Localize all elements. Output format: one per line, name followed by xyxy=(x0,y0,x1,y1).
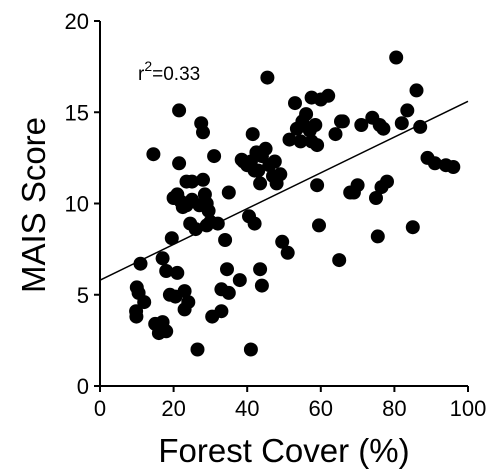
y-tick-label: 20 xyxy=(65,9,89,34)
data-point xyxy=(185,174,199,189)
data-point xyxy=(260,70,275,85)
data-point xyxy=(207,149,222,164)
data-point xyxy=(172,103,187,118)
data-points xyxy=(129,50,461,357)
data-point xyxy=(155,251,170,266)
data-point xyxy=(405,220,420,235)
data-point xyxy=(159,324,174,339)
x-tick-label: 20 xyxy=(161,396,185,421)
data-point xyxy=(247,216,262,231)
data-point xyxy=(282,132,297,147)
data-point xyxy=(427,156,442,171)
data-point xyxy=(258,141,273,156)
data-point xyxy=(254,278,269,293)
r-squared-value: =0.33 xyxy=(152,64,200,85)
data-point xyxy=(177,284,192,299)
x-tick-label: 100 xyxy=(450,396,487,421)
data-point xyxy=(312,218,326,233)
data-point xyxy=(253,262,268,277)
y-axis-title: MAIS Score xyxy=(15,117,52,293)
data-point xyxy=(308,118,323,132)
data-point xyxy=(243,342,258,357)
y-tick-label: 0 xyxy=(77,374,89,399)
data-point xyxy=(220,262,234,277)
data-point xyxy=(129,309,144,324)
data-point xyxy=(335,114,350,129)
trendline xyxy=(99,100,469,281)
r-squared-exponent: 2 xyxy=(144,58,152,74)
data-point xyxy=(409,83,424,98)
data-point xyxy=(273,167,288,182)
data-point xyxy=(133,256,148,271)
data-point xyxy=(218,233,233,247)
x-tick-label: 40 xyxy=(235,396,259,421)
data-point xyxy=(328,127,343,142)
x-tick-label: 0 xyxy=(94,396,106,421)
data-point xyxy=(159,264,174,278)
y-tick-label: 10 xyxy=(65,192,89,217)
data-point xyxy=(280,245,295,260)
data-point xyxy=(310,178,325,193)
data-point xyxy=(350,178,365,193)
data-point xyxy=(251,163,266,178)
data-point xyxy=(321,88,336,103)
data-point xyxy=(332,253,347,268)
data-point xyxy=(400,103,415,118)
data-point xyxy=(232,273,247,288)
data-point xyxy=(181,295,196,310)
r-squared-annotation: r2=0.33 xyxy=(138,58,200,85)
data-point xyxy=(369,191,383,205)
x-ticks: 0 20 40 60 80 100 xyxy=(94,386,486,421)
data-point xyxy=(310,138,325,153)
data-point xyxy=(221,285,236,300)
data-point xyxy=(137,295,152,310)
data-point xyxy=(170,265,185,280)
data-point xyxy=(196,125,210,140)
data-point xyxy=(394,116,409,131)
data-point xyxy=(293,134,308,149)
plot-area: 0 5 10 15 20 0 20 40 60 80 100 xyxy=(65,9,487,421)
data-point xyxy=(446,160,461,174)
data-point xyxy=(245,127,260,142)
data-point xyxy=(146,147,161,162)
data-point xyxy=(190,342,205,357)
x-tick-label: 60 xyxy=(309,396,333,421)
data-point xyxy=(354,118,369,132)
data-point xyxy=(275,234,290,249)
data-point xyxy=(214,304,229,319)
x-axis-title: Forest Cover (%) xyxy=(158,432,409,469)
x-tick-label: 80 xyxy=(382,396,406,421)
y-tick-label: 5 xyxy=(77,283,89,308)
data-point xyxy=(267,154,282,169)
data-point xyxy=(172,156,187,171)
data-point xyxy=(370,229,385,244)
data-point xyxy=(389,50,404,65)
data-point xyxy=(299,107,314,122)
data-point xyxy=(201,203,216,218)
data-point xyxy=(196,172,210,187)
data-point xyxy=(380,174,394,189)
data-point xyxy=(221,185,236,200)
data-point xyxy=(164,231,179,246)
data-point xyxy=(288,96,302,111)
data-point xyxy=(253,176,268,191)
data-point xyxy=(376,121,391,136)
r-squared-base: r xyxy=(138,64,145,85)
y-tick-label: 15 xyxy=(65,100,89,125)
y-ticks: 0 5 10 15 20 xyxy=(65,9,100,399)
